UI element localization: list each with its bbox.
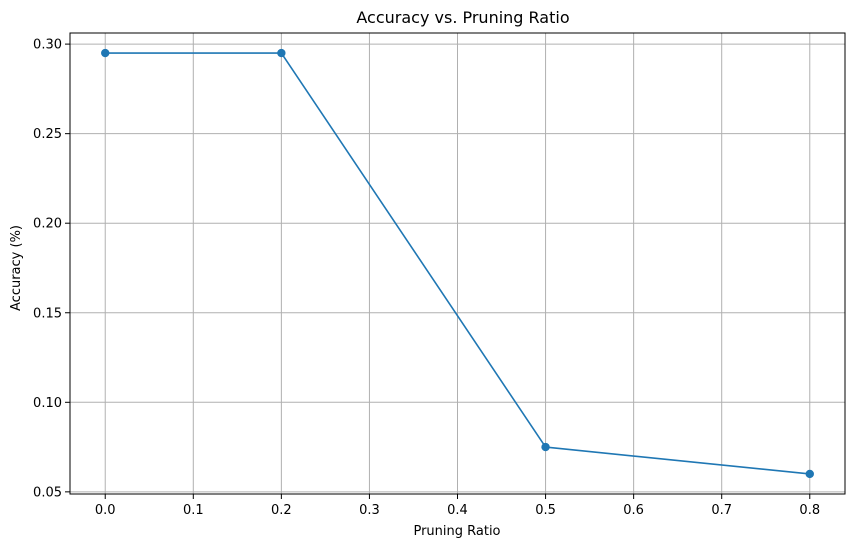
chart-title: Accuracy vs. Pruning Ratio — [356, 8, 569, 27]
y-tick-label: 0.30 — [33, 38, 62, 53]
x-tick-label: 0.4 — [447, 503, 468, 518]
x-tick-label: 0.2 — [271, 503, 292, 518]
data-point — [101, 48, 110, 58]
x-tick-label: 0.8 — [799, 503, 820, 518]
x-tick-label: 0.3 — [359, 503, 380, 518]
data-point — [277, 48, 286, 58]
x-tick-label: 0.1 — [183, 503, 204, 518]
y-tick-label: 0.05 — [33, 485, 62, 500]
x-tick-label: 0.5 — [535, 503, 556, 518]
x-tick-label: 0.6 — [623, 503, 644, 518]
y-axis-label: Accuracy (%) — [9, 225, 24, 311]
y-tick-label: 0.25 — [33, 127, 62, 142]
y-tick-label: 0.20 — [33, 217, 62, 232]
y-tick-label: 0.10 — [33, 396, 62, 411]
grid — [70, 33, 845, 494]
x-tick-label: 0.0 — [95, 503, 116, 518]
x-axis-label: Pruning Ratio — [413, 524, 500, 539]
series-line — [105, 52, 810, 475]
data-point — [805, 469, 814, 479]
data-point — [541, 442, 550, 452]
y-axis: 0.05 0.10 0.15 0.20 0.25 0.30 — [33, 38, 70, 500]
y-tick-label: 0.15 — [33, 306, 62, 321]
series-group — [101, 48, 814, 479]
x-tick-label: 0.7 — [711, 503, 732, 518]
x-axis: 0.0 0.1 0.2 0.3 0.4 0.5 0.6 0.7 0.8 — [95, 494, 820, 518]
